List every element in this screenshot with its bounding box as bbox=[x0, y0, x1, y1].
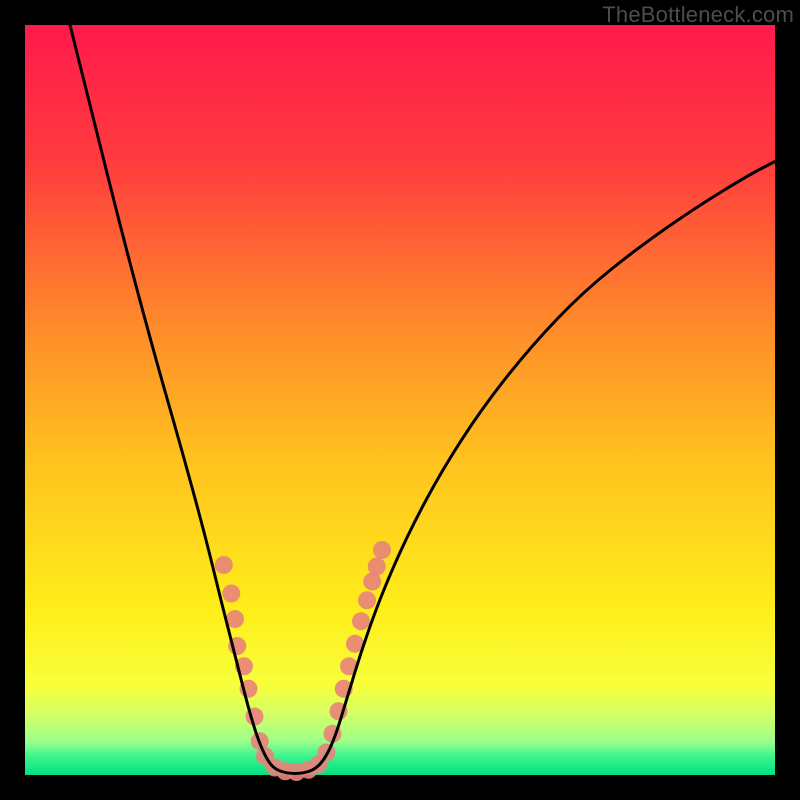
scatter-point bbox=[373, 541, 391, 559]
scatter-point bbox=[352, 612, 370, 630]
watermark-text: TheBottleneck.com bbox=[602, 2, 794, 28]
plot-area bbox=[25, 25, 775, 775]
scatter-series bbox=[215, 541, 391, 781]
canvas: TheBottleneck.com bbox=[0, 0, 800, 800]
scatter-point bbox=[215, 556, 233, 574]
scatter-point bbox=[358, 591, 376, 609]
scatter-point bbox=[222, 585, 240, 603]
scatter-point bbox=[368, 558, 386, 576]
bottleneck-curve bbox=[70, 25, 775, 774]
chart-overlay bbox=[25, 25, 775, 775]
